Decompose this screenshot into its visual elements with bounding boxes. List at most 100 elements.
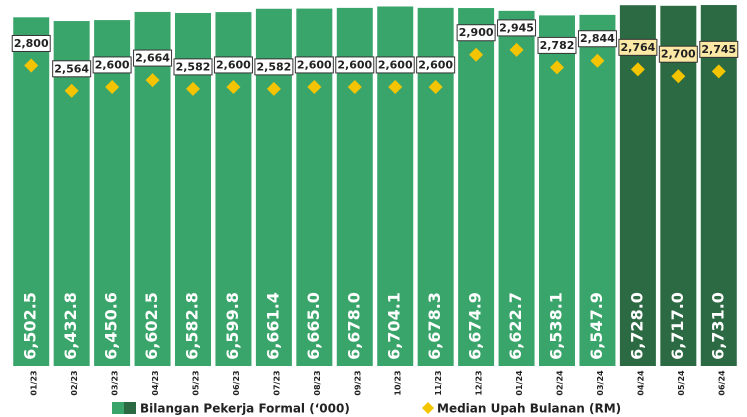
- median-label-box: [416, 56, 456, 74]
- median-marker: [64, 83, 79, 98]
- x-tick-label: 04/23: [151, 370, 160, 395]
- median-marker: [428, 79, 443, 94]
- bar-value-label: 6,674.9: [466, 292, 485, 360]
- median-label: 2,664: [135, 52, 170, 65]
- x-tick-label: 02/23: [70, 370, 79, 395]
- bar-value-label: 6,704.1: [385, 292, 404, 360]
- median-marker: [347, 79, 362, 94]
- median-label: 2,764: [620, 41, 655, 54]
- median-label-box: [133, 49, 173, 67]
- x-tick-label: 07/23: [272, 370, 281, 395]
- legend-label: Median Upah Bulanan (RM): [437, 402, 621, 416]
- bar: [134, 11, 171, 367]
- median-marker: [671, 69, 686, 84]
- bar-value-label: 6,678.0: [344, 292, 363, 360]
- median-marker: [550, 60, 564, 75]
- bar-value-label: 6,602.5: [142, 292, 161, 360]
- median-label: 2,844: [580, 32, 615, 45]
- median-label: 2,564: [54, 62, 89, 75]
- median-label-box: [618, 38, 658, 56]
- median-label-box: [456, 24, 496, 42]
- median-label: 2,900: [459, 26, 494, 39]
- median-label-box: [577, 30, 617, 48]
- median-label-box: [52, 60, 92, 78]
- bar-value-label: 6,432.8: [61, 292, 80, 360]
- median-label-box: [497, 19, 537, 37]
- median-label: 2,600: [418, 58, 453, 71]
- median-label: 2,600: [337, 58, 372, 71]
- bar-value-label: 6,547.9: [587, 292, 606, 360]
- bar: [53, 21, 90, 367]
- bar: [498, 10, 535, 367]
- legend-swatch: [124, 402, 136, 414]
- x-tick-label: 11/23: [434, 370, 443, 395]
- bar-value-label: 6,728.0: [627, 292, 646, 360]
- median-label: 2,582: [256, 60, 291, 73]
- x-tick-label: 12/23: [475, 370, 484, 395]
- median-marker: [105, 79, 120, 94]
- x-tick-label: 03/23: [111, 370, 120, 395]
- median-marker: [145, 73, 160, 88]
- bar: [94, 20, 131, 366]
- x-tick-label: 09/23: [353, 370, 362, 395]
- median-label: 2,600: [297, 58, 332, 71]
- median-marker: [266, 81, 281, 96]
- median-marker: [226, 79, 241, 94]
- median-label-box: [537, 36, 577, 54]
- median-label-box: [11, 34, 51, 52]
- median-label: 2,945: [499, 21, 534, 34]
- bar: [579, 14, 616, 367]
- median-marker: [630, 62, 645, 77]
- x-tick-label: 05/24: [677, 370, 686, 396]
- bar: [458, 8, 495, 367]
- bar-value-label: 6,678.3: [425, 292, 444, 360]
- bar: [660, 5, 697, 366]
- x-tick-label: 02/24: [556, 370, 565, 396]
- median-marker: [711, 64, 726, 79]
- bar-value-label: 6,717.0: [668, 292, 687, 360]
- bar-value-label: 6,450.6: [102, 292, 121, 360]
- median-marker: [307, 79, 322, 94]
- bar-value-label: 6,731.0: [708, 292, 727, 360]
- bar-value-label: 6,665.0: [304, 292, 323, 360]
- median-marker: [186, 81, 200, 96]
- median-label-box: [658, 45, 698, 63]
- bar-value-label: 6,582.8: [183, 292, 202, 360]
- median-label: 2,782: [540, 39, 575, 52]
- median-label: 2,700: [661, 48, 696, 61]
- median-label-box: [92, 56, 132, 74]
- x-tick-label: 08/23: [313, 370, 322, 395]
- bar-value-label: 6,502.5: [21, 292, 40, 360]
- legend-marker: [422, 402, 434, 414]
- x-tick-label: 03/24: [596, 370, 605, 396]
- median-label-box: [213, 56, 253, 74]
- bar-value-label: 6,622.7: [506, 292, 525, 360]
- median-marker: [469, 47, 484, 62]
- x-tick-label: 01/23: [30, 370, 39, 395]
- x-tick-label: 04/24: [636, 370, 645, 396]
- median-label: 2,600: [378, 58, 413, 71]
- x-tick-label: 05/23: [192, 370, 201, 395]
- bar: [13, 17, 50, 367]
- x-tick-label: 01/24: [515, 370, 524, 396]
- median-label-box: [375, 56, 415, 74]
- bar-value-label: 6,661.4: [263, 292, 282, 360]
- legend-label: Bilangan Pekerja Formal (‘000): [140, 402, 350, 416]
- median-label-box: [173, 58, 213, 76]
- median-label: 2,582: [176, 60, 211, 73]
- median-label: 2,800: [14, 37, 49, 50]
- x-tick-label: 10/23: [394, 370, 403, 395]
- legend-swatch: [112, 402, 124, 414]
- median-marker: [509, 42, 524, 57]
- median-label-box: [294, 56, 334, 74]
- median-label-box: [699, 40, 739, 58]
- x-tick-label: 06/24: [717, 370, 726, 396]
- median-label: 2,600: [216, 58, 251, 71]
- median-label-box: [335, 56, 375, 74]
- bar-value-label: 6,538.1: [547, 292, 566, 360]
- median-marker: [388, 79, 403, 94]
- median-label: 2,745: [701, 43, 736, 56]
- median-marker: [590, 53, 605, 68]
- median-marker: [24, 58, 39, 73]
